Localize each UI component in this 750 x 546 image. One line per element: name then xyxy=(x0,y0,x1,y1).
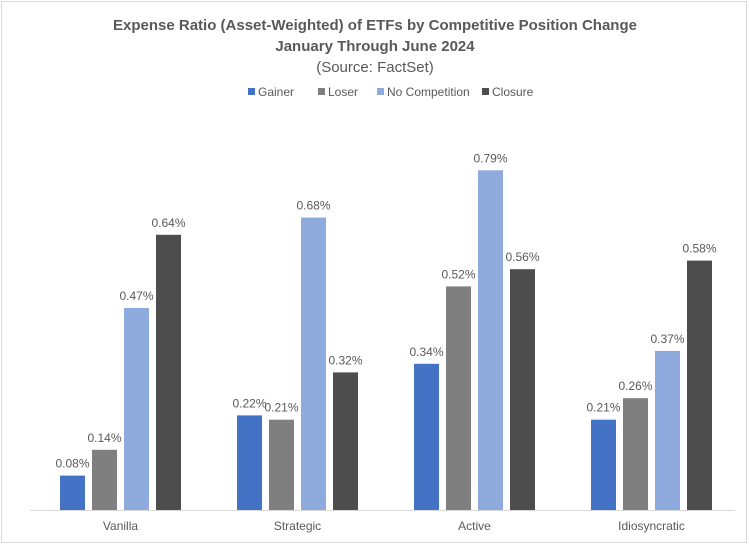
data-label: 0.52% xyxy=(441,267,475,281)
data-label: 0.32% xyxy=(328,353,362,367)
data-label: 0.22% xyxy=(232,396,266,410)
bar-strategic-no-competition xyxy=(301,217,326,510)
legend-swatch-closure xyxy=(482,88,489,95)
legend: Gainer Loser No Competition Closure xyxy=(248,85,534,99)
bar-vanilla-closure xyxy=(156,234,181,511)
bar-vanilla-no-competition xyxy=(124,307,149,510)
chart-source: (Source: FactSet) xyxy=(316,59,434,76)
bar-active-loser xyxy=(446,286,471,510)
category-label: Strategic xyxy=(274,519,321,533)
bar-strategic-loser xyxy=(269,419,294,510)
bar-idiosyncratic-loser xyxy=(623,398,648,510)
data-label: 0.64% xyxy=(151,216,185,230)
data-label: 0.21% xyxy=(264,401,298,415)
data-label: 0.14% xyxy=(87,431,121,445)
bars: 0.08%0.14%0.47%0.64%0.22%0.21%0.68%0.32%… xyxy=(55,151,717,511)
x-axis-labels: Vanilla Strategic Active Idiosyncratic xyxy=(103,519,685,533)
legend-label: Closure xyxy=(492,85,534,99)
legend-swatch-gainer xyxy=(248,88,255,95)
data-label: 0.68% xyxy=(296,199,330,213)
chart-title: Expense Ratio (Asset-Weighted) of ETFs b… xyxy=(113,17,637,34)
bar-strategic-gainer xyxy=(237,415,262,510)
data-label: 0.08% xyxy=(55,457,89,471)
category-label: Vanilla xyxy=(103,519,138,533)
chart-subtitle: January Through June 2024 xyxy=(275,38,475,55)
legend-label: No Competition xyxy=(387,85,470,99)
legend-label: Gainer xyxy=(258,85,294,99)
data-label: 0.26% xyxy=(618,379,652,393)
bar-active-gainer xyxy=(414,363,439,510)
legend-swatch-no-competition xyxy=(377,88,384,95)
data-label: 0.58% xyxy=(682,242,716,256)
data-label: 0.21% xyxy=(586,401,620,415)
legend-swatch-loser xyxy=(318,88,325,95)
bar-active-closure xyxy=(510,269,535,510)
bar-idiosyncratic-gainer xyxy=(591,419,616,510)
category-label: Active xyxy=(458,519,491,533)
bar-active-no-competition xyxy=(478,170,503,511)
data-label: 0.56% xyxy=(505,250,539,264)
bar-idiosyncratic-no-competition xyxy=(655,350,680,510)
data-label: 0.34% xyxy=(409,345,443,359)
bar-idiosyncratic-closure xyxy=(687,260,712,510)
data-label: 0.47% xyxy=(119,289,153,303)
bar-vanilla-loser xyxy=(92,449,117,510)
category-label: Idiosyncratic xyxy=(618,519,685,533)
bar-vanilla-gainer xyxy=(60,475,85,510)
data-label: 0.37% xyxy=(650,332,684,346)
data-label: 0.79% xyxy=(473,151,507,165)
bar-strategic-closure xyxy=(333,372,358,510)
legend-label: Loser xyxy=(328,85,358,99)
